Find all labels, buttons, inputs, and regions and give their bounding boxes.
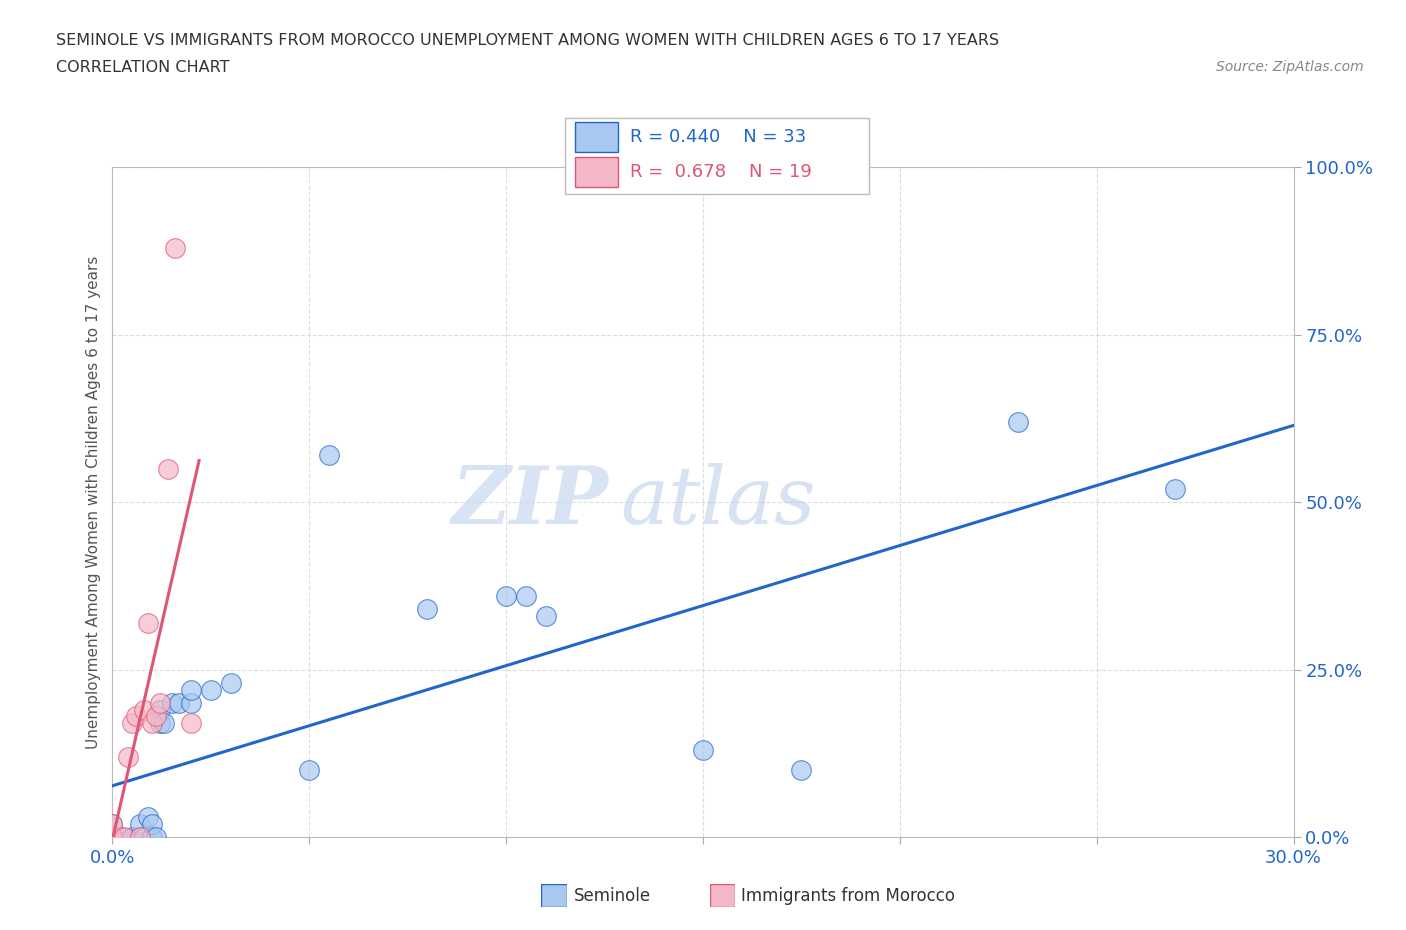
Point bbox=[110, 830, 132, 844]
Point bbox=[1007, 415, 1029, 430]
Point bbox=[515, 589, 537, 604]
Text: atlas: atlas bbox=[620, 463, 815, 541]
FancyBboxPatch shape bbox=[575, 157, 619, 188]
Point bbox=[219, 675, 242, 690]
Point bbox=[141, 716, 163, 731]
Point bbox=[495, 589, 517, 604]
Point bbox=[101, 817, 124, 831]
Point bbox=[416, 602, 439, 617]
Point bbox=[692, 742, 714, 757]
Point bbox=[121, 716, 143, 731]
FancyBboxPatch shape bbox=[575, 122, 619, 152]
Point bbox=[298, 763, 321, 777]
Point bbox=[101, 830, 124, 844]
Point bbox=[534, 608, 557, 623]
Point bbox=[132, 702, 155, 717]
Point bbox=[101, 830, 124, 844]
Point bbox=[129, 817, 152, 831]
Point bbox=[101, 830, 124, 844]
Point bbox=[1164, 482, 1187, 497]
Point bbox=[200, 683, 222, 698]
Point bbox=[101, 830, 124, 844]
Point bbox=[112, 830, 135, 844]
Point bbox=[141, 830, 163, 844]
Point bbox=[318, 448, 340, 463]
Point bbox=[149, 696, 172, 711]
Text: SEMINOLE VS IMMIGRANTS FROM MOROCCO UNEMPLOYMENT AMONG WOMEN WITH CHILDREN AGES : SEMINOLE VS IMMIGRANTS FROM MOROCCO UNEM… bbox=[56, 33, 1000, 47]
Point bbox=[169, 696, 191, 711]
Point bbox=[117, 750, 139, 764]
Text: Immigrants from Morocco: Immigrants from Morocco bbox=[741, 886, 955, 905]
Point bbox=[156, 461, 179, 476]
Point bbox=[101, 830, 124, 844]
Point bbox=[160, 696, 183, 711]
Text: R = 0.440    N = 33: R = 0.440 N = 33 bbox=[630, 127, 807, 146]
Point bbox=[149, 702, 172, 717]
Text: Seminole: Seminole bbox=[574, 886, 651, 905]
Point bbox=[141, 817, 163, 831]
Point bbox=[101, 830, 124, 844]
Point bbox=[132, 830, 155, 844]
FancyBboxPatch shape bbox=[710, 884, 735, 907]
Y-axis label: Unemployment Among Women with Children Ages 6 to 17 years: Unemployment Among Women with Children A… bbox=[86, 256, 101, 749]
Point bbox=[152, 716, 174, 731]
Text: CORRELATION CHART: CORRELATION CHART bbox=[56, 60, 229, 75]
Point bbox=[129, 830, 152, 844]
Point bbox=[101, 817, 124, 831]
Point bbox=[180, 716, 202, 731]
Point bbox=[121, 830, 143, 844]
Text: R =  0.678    N = 19: R = 0.678 N = 19 bbox=[630, 164, 813, 181]
Point bbox=[180, 683, 202, 698]
Point bbox=[101, 830, 124, 844]
Point bbox=[101, 830, 124, 844]
Point bbox=[790, 763, 813, 777]
Point bbox=[129, 830, 152, 844]
FancyBboxPatch shape bbox=[565, 118, 869, 193]
Text: ZIP: ZIP bbox=[451, 463, 609, 541]
Point bbox=[145, 830, 167, 844]
Point bbox=[125, 709, 148, 724]
Point bbox=[145, 709, 167, 724]
Text: Source: ZipAtlas.com: Source: ZipAtlas.com bbox=[1216, 60, 1364, 74]
Point bbox=[165, 240, 187, 255]
Point bbox=[136, 809, 159, 824]
Point bbox=[136, 616, 159, 631]
Point bbox=[180, 696, 202, 711]
FancyBboxPatch shape bbox=[541, 884, 567, 907]
Point bbox=[149, 716, 172, 731]
Point bbox=[101, 830, 124, 844]
